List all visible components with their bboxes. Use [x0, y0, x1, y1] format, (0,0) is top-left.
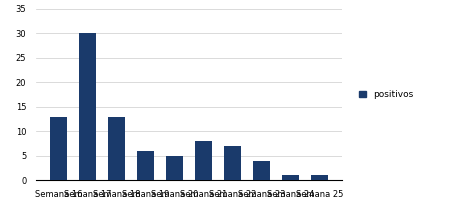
- Bar: [166, 156, 183, 180]
- Bar: [195, 141, 212, 180]
- Bar: [79, 33, 96, 180]
- Bar: [224, 146, 241, 180]
- Bar: [137, 151, 154, 180]
- Bar: [253, 161, 270, 180]
- Bar: [50, 117, 68, 180]
- Bar: [282, 176, 299, 180]
- Bar: [310, 176, 328, 180]
- Bar: [108, 117, 125, 180]
- Legend: positivos: positivos: [359, 90, 414, 99]
